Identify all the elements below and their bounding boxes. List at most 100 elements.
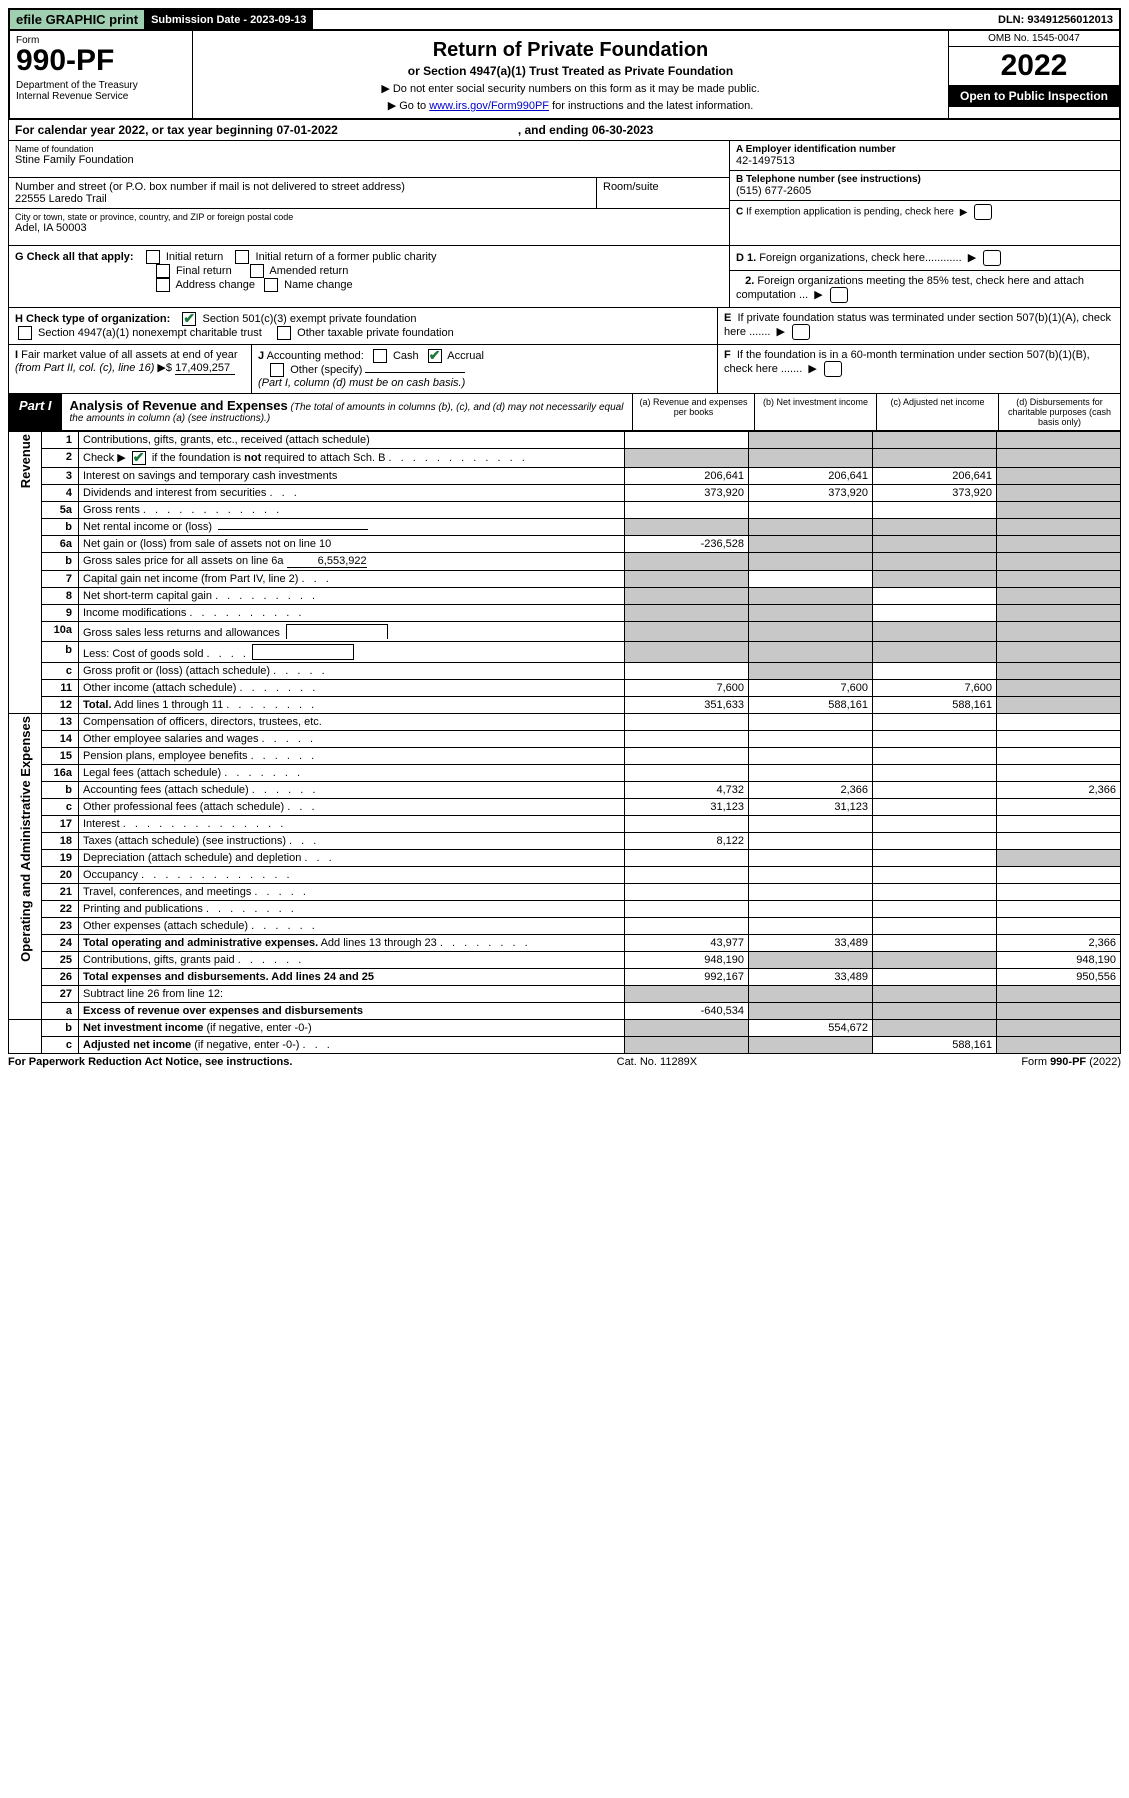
- line-16a: Legal fees (attach schedule) . . . . . .…: [79, 765, 625, 782]
- cb-4947a1[interactable]: [18, 326, 32, 340]
- line-22: Printing and publications . . . . . . . …: [79, 901, 625, 918]
- line-1: Contributions, gifts, grants, etc., rece…: [79, 432, 625, 449]
- line-6a: Net gain or (loss) from sale of assets n…: [79, 536, 625, 553]
- fmv-value: 17,409,257: [175, 362, 235, 375]
- cb-address-change[interactable]: [156, 278, 170, 292]
- city-state-zip: Adel, IA 50003: [15, 222, 723, 234]
- line-21: Travel, conferences, and meetings . . . …: [79, 884, 625, 901]
- line-8: Net short-term capital gain . . . . . . …: [79, 588, 625, 605]
- opex-label: Operating and Administrative Expenses: [18, 716, 33, 962]
- form-header: Form 990-PF Department of the TreasuryIn…: [8, 31, 1121, 120]
- tax-year: 2022: [949, 47, 1119, 85]
- instr-2: ▶ Go to www.irs.gov/Form990PF for instru…: [199, 99, 942, 112]
- dept-treasury: Department of the TreasuryInternal Reven…: [16, 80, 186, 102]
- line-27c: Adjusted net income (if negative, enter …: [79, 1037, 625, 1054]
- line-9: Income modifications . . . . . . . . . .: [79, 605, 625, 622]
- submission-date: Submission Date - 2023-09-13: [145, 10, 313, 29]
- part1-title: Analysis of Revenue and Expenses: [70, 398, 288, 413]
- line-3: Interest on savings and temporary cash i…: [79, 468, 625, 485]
- f-row: F If the foundation is in a 60-month ter…: [718, 345, 1120, 393]
- line-19: Depreciation (attach schedule) and deple…: [79, 850, 625, 867]
- cb-501c3[interactable]: [182, 312, 196, 326]
- open-to-public: Open to Public Inspection: [949, 85, 1119, 107]
- d1-checkbox[interactable]: [983, 250, 1001, 266]
- cb-schb[interactable]: [132, 451, 146, 465]
- line-27a: Excess of revenue over expenses and disb…: [79, 1003, 625, 1020]
- form-number: 990-PF: [16, 46, 186, 76]
- d2-checkbox[interactable]: [830, 287, 848, 303]
- line-24: Total operating and administrative expen…: [79, 935, 625, 952]
- cb-accrual[interactable]: [428, 349, 442, 363]
- top-bar: efile GRAPHIC print Submission Date - 20…: [8, 8, 1121, 31]
- e-row: E If private foundation status was termi…: [718, 308, 1120, 344]
- cb-cash[interactable]: [373, 349, 387, 363]
- instr-1: ▶ Do not enter social security numbers o…: [199, 82, 942, 95]
- cb-final-return[interactable]: [156, 264, 170, 278]
- col-a-header: (a) Revenue and expenses per books: [632, 394, 754, 430]
- line-6b: Gross sales price for all assets on line…: [79, 553, 625, 571]
- cb-initial-public[interactable]: [235, 250, 249, 264]
- col-c-header: (c) Adjusted net income: [876, 394, 998, 430]
- entity-info: Name of foundation Stine Family Foundati…: [8, 141, 1121, 246]
- j-note: (Part I, column (d) must be on cash basi…: [258, 377, 465, 389]
- h-label: H Check type of organization:: [15, 313, 170, 325]
- line-11: Other income (attach schedule) . . . . .…: [79, 680, 625, 697]
- line-23: Other expenses (attach schedule) . . . .…: [79, 918, 625, 935]
- footer-mid: Cat. No. 11289X: [617, 1056, 698, 1068]
- c-label: C If exemption application is pending, c…: [736, 207, 954, 218]
- line-7: Capital gain net income (from Part IV, l…: [79, 571, 625, 588]
- col-b-header: (b) Net investment income: [754, 394, 876, 430]
- phone-label: B Telephone number (see instructions): [736, 174, 1114, 185]
- section-h-e: H Check type of organization: Section 50…: [8, 308, 1121, 345]
- part1-label: Part I: [9, 394, 62, 430]
- section-ij-f: I Fair market value of all assets at end…: [8, 345, 1121, 394]
- line-27b: Net investment income (if negative, ente…: [79, 1020, 625, 1037]
- cb-initial-return[interactable]: [146, 250, 160, 264]
- line-4: Dividends and interest from securities .…: [79, 485, 625, 502]
- room-label: Room/suite: [603, 181, 723, 193]
- dln: DLN: 93491256012013: [992, 10, 1119, 29]
- part1-header: Part I Analysis of Revenue and Expenses …: [8, 394, 1121, 431]
- omb-number: OMB No. 1545-0047: [949, 31, 1119, 47]
- footer-left: For Paperwork Reduction Act Notice, see …: [8, 1056, 292, 1068]
- form-subtitle: or Section 4947(a)(1) Trust Treated as P…: [199, 64, 942, 78]
- f-checkbox[interactable]: [824, 361, 842, 377]
- g-label: G Check all that apply:: [15, 251, 134, 263]
- ein-label: A Employer identification number: [736, 144, 1114, 155]
- irs-link[interactable]: www.irs.gov/Form990PF: [429, 100, 549, 112]
- e-checkbox[interactable]: [792, 324, 810, 340]
- line-25: Contributions, gifts, grants paid . . . …: [79, 952, 625, 969]
- efile-print-button[interactable]: efile GRAPHIC print: [10, 10, 145, 29]
- cb-amended-return[interactable]: [250, 264, 264, 278]
- line-10a: Gross sales less returns and allowances: [79, 622, 625, 642]
- line-12: Total. Add lines 1 through 11 . . . . . …: [79, 697, 625, 714]
- form-title: Return of Private Foundation: [199, 39, 942, 62]
- line-13: Compensation of officers, directors, tru…: [79, 714, 625, 731]
- line-5b: Net rental income or (loss): [79, 519, 625, 536]
- line-2: Check ▶ if the foundation is not require…: [79, 449, 625, 468]
- calendar-year-row: For calendar year 2022, or tax year begi…: [8, 120, 1121, 141]
- addr-label: Number and street (or P.O. box number if…: [15, 181, 590, 193]
- c-checkbox[interactable]: [974, 204, 992, 220]
- line-10b: Less: Cost of goods sold . . . .: [79, 642, 625, 663]
- line-5a: Gross rents . . . . . . . . . . . .: [79, 502, 625, 519]
- city-label: City or town, state or province, country…: [15, 212, 723, 222]
- line-15: Pension plans, employee benefits . . . .…: [79, 748, 625, 765]
- line-27: Subtract line 26 from line 12:: [79, 986, 625, 1003]
- foundation-name: Stine Family Foundation: [15, 154, 723, 166]
- name-label: Name of foundation: [15, 144, 723, 154]
- line-16b: Accounting fees (attach schedule) . . . …: [79, 782, 625, 799]
- phone-value: (515) 677-2605: [736, 185, 1114, 197]
- section-g-d: G Check all that apply: Initial return I…: [8, 246, 1121, 308]
- ein-value: 42-1497513: [736, 155, 1114, 167]
- line-18: Taxes (attach schedule) (see instruction…: [79, 833, 625, 850]
- line-10c: Gross profit or (loss) (attach schedule)…: [79, 663, 625, 680]
- line-17: Interest . . . . . . . . . . . . . .: [79, 816, 625, 833]
- line-14: Other employee salaries and wages . . . …: [79, 731, 625, 748]
- cb-name-change[interactable]: [264, 278, 278, 292]
- cb-other-taxable[interactable]: [277, 326, 291, 340]
- footer-right: Form 990-PF (2022): [1021, 1056, 1121, 1068]
- line-26: Total expenses and disbursements. Add li…: [79, 969, 625, 986]
- revenue-label: Revenue: [18, 434, 33, 488]
- cb-other-method[interactable]: [270, 363, 284, 377]
